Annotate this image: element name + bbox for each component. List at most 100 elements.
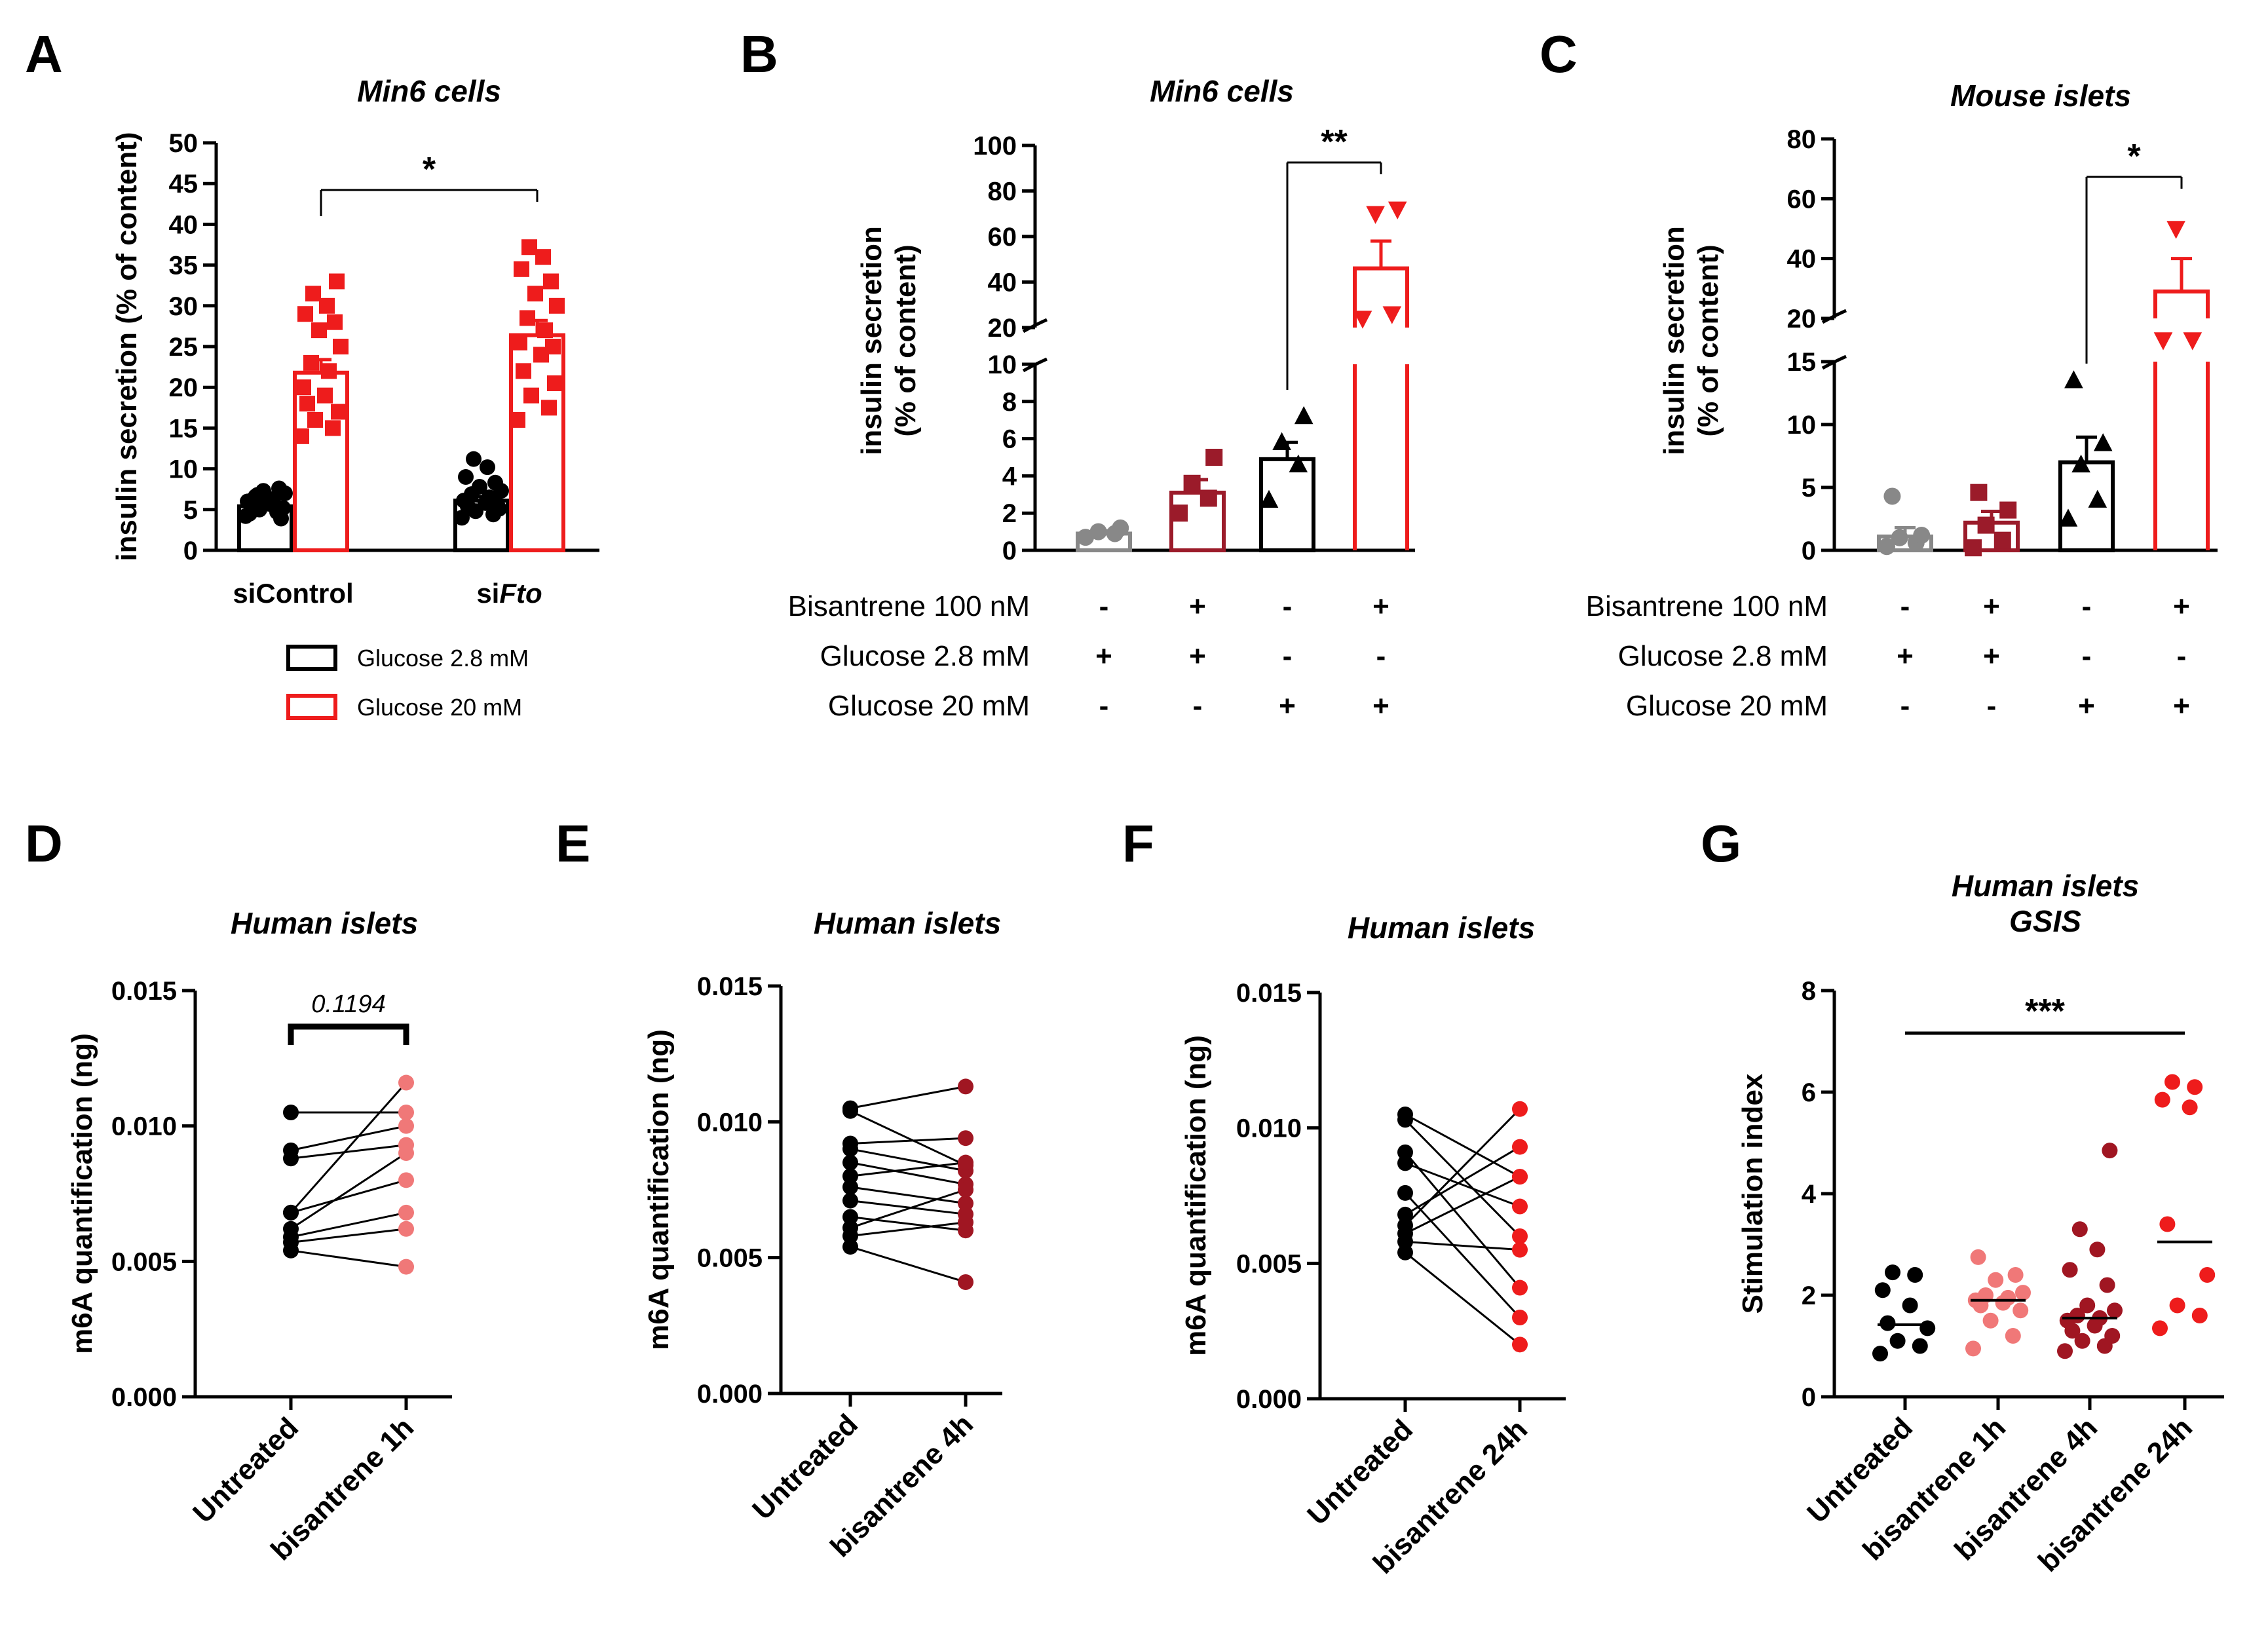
panel-e-title: Human islets xyxy=(814,906,1001,940)
panel-d-pvalue-bracket xyxy=(288,1023,409,1045)
panel-e-pair-line xyxy=(850,1186,966,1205)
panel-b-data-point xyxy=(1205,449,1223,466)
panel-d-pair-line xyxy=(290,1144,407,1160)
panel-e-data-point xyxy=(842,1239,858,1255)
panel-d-pair-line xyxy=(290,1125,407,1152)
panel-c-data-point xyxy=(1965,539,1982,557)
panel-a-data-point xyxy=(512,334,527,351)
panel-letter-e: E xyxy=(556,814,590,873)
panel-c-data-point xyxy=(2093,433,2113,451)
panel-f-y-tick-label: 0.005 xyxy=(1236,1249,1302,1278)
panel-g-data-point xyxy=(2152,1320,2168,1336)
panel-f-data-point xyxy=(1397,1244,1413,1260)
panel-c-data-point xyxy=(1913,526,1931,544)
panel-c-y-tick-label: 20 xyxy=(1787,305,1817,333)
panel-g-y-tick-label: 6 xyxy=(1802,1078,1816,1107)
panel-a-data-point xyxy=(250,487,265,503)
panel-b-data-point xyxy=(1294,406,1314,425)
panel-a-data-point xyxy=(319,297,335,314)
panel-c-data-point xyxy=(2071,454,2090,473)
panel-c-data-point xyxy=(1977,516,1995,534)
panel-a-data-point xyxy=(295,379,311,396)
panel-e-data-point xyxy=(958,1195,973,1211)
panel-e-data-point xyxy=(842,1103,858,1119)
panel-e-pair-line xyxy=(850,1200,966,1215)
panel-f-data-point xyxy=(1512,1336,1528,1353)
panel-g-data-point xyxy=(1919,1320,1936,1336)
panel-f-x-label: Untreated xyxy=(1301,1413,1419,1531)
panel-d-y-tick-label: 0.000 xyxy=(111,1383,177,1412)
panel-a-data-point xyxy=(297,306,313,322)
panel-f-pair-line xyxy=(1405,1251,1521,1346)
panel-g-data-point xyxy=(1874,1282,1891,1298)
panel-b-y-tick-label: 2 xyxy=(1002,499,1017,528)
panel-g-data-point xyxy=(2070,1308,2085,1323)
panel-c-data-point xyxy=(2183,332,2202,351)
panel-a-data-point xyxy=(293,428,309,444)
panel-g-y-tick-label: 0 xyxy=(1802,1383,1816,1412)
panel-c-condition-mark: + xyxy=(1983,640,2000,672)
panel-f-pair-line xyxy=(1405,1113,1521,1178)
panel-a-data-point xyxy=(329,273,345,290)
panel-c-condition-label: Glucose 2.8 mM xyxy=(1618,640,1828,672)
panel-a-data-point xyxy=(307,411,323,428)
panel-b-y-label-line1: insulin secretion xyxy=(856,226,888,455)
panel-c-data-point xyxy=(1970,483,1988,501)
panel-d-pair-line xyxy=(290,1082,407,1213)
panel-c-condition-mark: - xyxy=(2082,590,2092,622)
panel-d-data-point xyxy=(398,1221,414,1237)
panel-b-data-point xyxy=(1272,432,1291,450)
panel-f-pair-line xyxy=(1404,1151,1521,1289)
panel-a-title: Min6 cells xyxy=(357,74,501,108)
panel-a-data-point xyxy=(516,363,531,379)
panel-c-y-label-line2: (% of content) xyxy=(1692,244,1724,436)
panel-b-y-tick-label: 60 xyxy=(988,223,1017,252)
panel-c-y-label-line1: insulin secretion xyxy=(1658,226,1690,455)
panel-b-y-tick-label: 10 xyxy=(988,351,1017,379)
panel-b-data-point xyxy=(1382,306,1402,324)
panel-g-y-tick-label: 8 xyxy=(1802,977,1816,1006)
panel-a-data-point xyxy=(321,363,337,379)
panel-d-y-tick-label: 0.005 xyxy=(111,1247,177,1276)
panel-e-y-tick-label: 0.015 xyxy=(697,972,763,1001)
panel-c-data-point xyxy=(1994,531,2011,549)
panel-c-y-tick-label: 60 xyxy=(1787,185,1817,214)
panel-g-data-point xyxy=(2089,1241,2106,1258)
panel-d-data-point xyxy=(283,1204,299,1221)
panel-c-data-point xyxy=(1891,529,1908,546)
panel-f-data-point xyxy=(1512,1139,1528,1155)
panel-a-data-point xyxy=(541,400,557,416)
panel-g-data-point xyxy=(2187,1079,2203,1095)
panel-d-pair-line xyxy=(290,1228,407,1243)
panel-a-data-point xyxy=(271,480,287,497)
panel-b-bar-chart: Min6 cells 0 2 4 6 8 10 20 40 60 80 100 insulin secr… xyxy=(788,74,1415,722)
panel-c-condition-label: Glucose 20 mM xyxy=(1626,690,1828,722)
panel-g-data-point xyxy=(1872,1346,1888,1362)
panel-a-sig-label: * xyxy=(423,151,436,189)
panel-f-data-point xyxy=(1512,1310,1528,1325)
panel-f-data-point xyxy=(1397,1144,1413,1160)
panel-g-data-point xyxy=(2102,1143,2118,1159)
panel-c-y-tick-label: 40 xyxy=(1787,245,1817,274)
panel-c-y-tick-label: 0 xyxy=(1802,537,1816,565)
panel-b-y-tick-label: 80 xyxy=(988,178,1017,206)
panel-d-data-point xyxy=(398,1118,414,1134)
panel-g-data-point xyxy=(2062,1262,2078,1278)
panel-g-y-tick-label: 2 xyxy=(1802,1281,1816,1310)
panel-a-data-point xyxy=(325,420,341,436)
panel-c-condition-mark: + xyxy=(2173,590,2190,622)
panel-a-data-point xyxy=(466,451,482,467)
panel-e-y-label: m6A quantification (ng) xyxy=(643,1029,675,1350)
panel-b-y-tick-label: 0 xyxy=(1002,537,1017,565)
panel-e-pair-line xyxy=(850,1162,966,1186)
panel-e-pair-line xyxy=(850,1110,966,1167)
panel-letter-b: B xyxy=(740,25,778,83)
panel-a-data-point xyxy=(514,261,529,277)
panel-b-condition-mark: + xyxy=(1189,590,1206,622)
panel-g-data-point xyxy=(2057,1343,2073,1359)
panel-f-pair-line xyxy=(1404,1119,1521,1238)
panel-d-data-point xyxy=(398,1145,414,1161)
panel-g-data-point xyxy=(2005,1328,2021,1344)
panel-a-legend-label: Glucose 2.8 mM xyxy=(357,645,529,672)
panel-e-pair-line xyxy=(850,1245,966,1283)
